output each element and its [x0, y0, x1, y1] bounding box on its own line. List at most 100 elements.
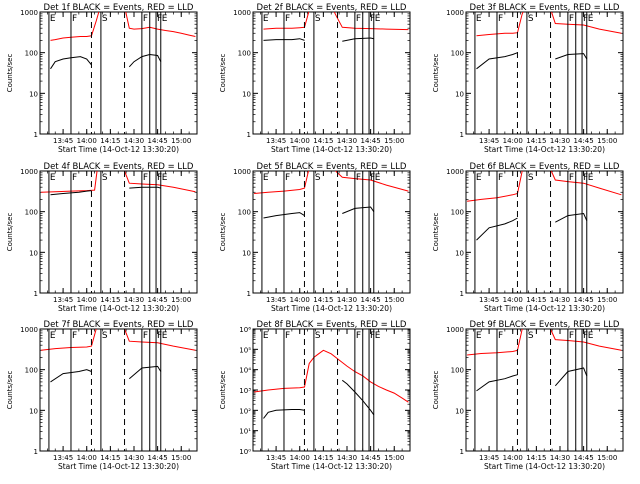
y-tick-label: 1 [460, 131, 464, 139]
x-tick-label: 15:00 [384, 296, 404, 304]
x-tick-label: 14:30 [337, 454, 357, 462]
marker-label: F [143, 14, 148, 24]
y-axis-label: Counts/sec [219, 54, 227, 93]
x-tick-label: 15:00 [384, 137, 404, 145]
x-tick-label: 14:00 [290, 137, 310, 145]
series-lld-line [254, 171, 409, 194]
panel-det-2: Det 2f BLACK = Events, RED = LLD Counts/s… [219, 3, 411, 154]
x-axis-label: Start Time (14-Oct-12 13:30:20) [58, 304, 179, 313]
y-tick-label: 1 [247, 290, 251, 298]
marker-label: E [263, 14, 269, 24]
x-tick-label: 13:45 [53, 137, 73, 145]
x-tick-label: 14:15 [100, 296, 120, 304]
x-tick-label: 14:45 [574, 296, 594, 304]
x-tick-label: 14:30 [550, 454, 570, 462]
x-tick-label: 13:45 [53, 454, 73, 462]
plot-frame [465, 328, 624, 452]
y-tick-label: 1000 [446, 168, 464, 176]
marker-label: E [50, 173, 56, 183]
y-axis-label: Counts/sec [219, 371, 227, 410]
series-lld-line [41, 171, 196, 193]
y-tick-label: 10⁵ [239, 346, 251, 354]
y-tick-label: 10 [455, 407, 464, 415]
x-tick-label: 14:45 [361, 454, 381, 462]
plot-frame [252, 170, 411, 294]
marker-label: S [315, 173, 321, 183]
y-tick-label: 1 [34, 448, 38, 456]
x-axis-label: Start Time (14-Oct-12 13:30:20) [484, 304, 605, 313]
y-tick-label: 10³ [239, 387, 251, 395]
series-events-line [263, 379, 375, 419]
plot-frame [465, 170, 624, 294]
y-tick-label: 100 [451, 367, 464, 375]
x-tick-label: 14:15 [313, 137, 333, 145]
x-tick-label: 14:30 [124, 137, 144, 145]
y-tick-label: 10⁴ [239, 367, 251, 375]
x-tick-label: 14:00 [503, 137, 523, 145]
x-tick-label: 14:30 [124, 296, 144, 304]
marker-label: E [476, 14, 482, 24]
y-axis-label: Counts/sec [6, 54, 14, 93]
x-tick-label: 14:00 [290, 454, 310, 462]
series-events-line [476, 52, 588, 70]
x-tick-label: 13:45 [479, 137, 499, 145]
plot-frame [252, 11, 411, 135]
y-tick-label: 10 [29, 90, 38, 98]
y-tick-label: 100 [238, 209, 251, 217]
x-tick-label: 14:15 [100, 137, 120, 145]
marker-label: F [72, 173, 77, 183]
x-tick-label: 14:45 [361, 296, 381, 304]
x-tick-label: 14:15 [313, 296, 333, 304]
y-tick-label: 10 [455, 249, 464, 257]
chart-title: Det 9f BLACK = Events, RED = LLD [470, 320, 620, 330]
chart-title: Det 7f BLACK = Events, RED = LLD [44, 320, 194, 330]
marker-label: E [375, 14, 381, 24]
series-lld-line [467, 329, 622, 356]
marker-label: E [588, 331, 594, 341]
y-tick-label: 1 [247, 131, 251, 139]
x-tick-label: 14:45 [148, 137, 168, 145]
x-axis-label: Start Time (14-Oct-12 13:30:20) [271, 145, 392, 154]
series-events-line [50, 53, 162, 70]
y-tick-label: 1000 [20, 9, 38, 17]
marker-label: F [498, 331, 503, 341]
marker-label: F [498, 173, 503, 183]
plot-frame [465, 11, 624, 135]
marker-label: S [315, 14, 321, 24]
marker-label: F [157, 331, 162, 341]
x-tick-label: 13:45 [53, 296, 73, 304]
panel-det-6: Det 6f BLACK = Events, RED = LLD Counts/s… [432, 162, 624, 313]
marker-label: F [583, 173, 588, 183]
x-tick-label: 14:30 [337, 137, 357, 145]
x-tick-label: 14:00 [503, 454, 523, 462]
y-tick-label: 10¹ [239, 428, 251, 436]
chart-title: Det 4f BLACK = Events, RED = LLD [44, 162, 194, 172]
x-tick-label: 13:45 [266, 454, 286, 462]
plot-frame [39, 11, 198, 135]
marker-label: E [263, 331, 269, 341]
series-lld-line [50, 12, 196, 41]
y-axis-label: Counts/sec [219, 213, 227, 252]
marker-label: E [263, 173, 269, 183]
y-axis-label: Counts/sec [432, 213, 440, 252]
y-tick-label: 1 [34, 131, 38, 139]
x-tick-label: 14:00 [77, 137, 97, 145]
y-tick-label: 1000 [20, 326, 38, 334]
y-tick-label: 100 [451, 209, 464, 217]
panel-det-9: Det 9f BLACK = Events, RED = LLD Counts/s… [432, 320, 624, 471]
x-tick-label: 14:00 [77, 454, 97, 462]
y-tick-label: 1000 [446, 326, 464, 334]
x-tick-label: 15:00 [384, 454, 404, 462]
panel-det-4: Det 4f BLACK = Events, RED = LLD Counts/s… [6, 162, 198, 313]
marker-label: F [569, 14, 574, 24]
y-axis-label: Counts/sec [6, 213, 14, 252]
y-tick-label: 10⁶ [239, 326, 251, 334]
marker-label: F [356, 331, 361, 341]
y-tick-label: 100 [451, 50, 464, 58]
series-lld-line [254, 349, 409, 403]
x-tick-label: 15:00 [171, 296, 191, 304]
x-tick-label: 15:00 [597, 454, 617, 462]
x-tick-label: 14:45 [148, 454, 168, 462]
marker-label: E [162, 173, 168, 183]
